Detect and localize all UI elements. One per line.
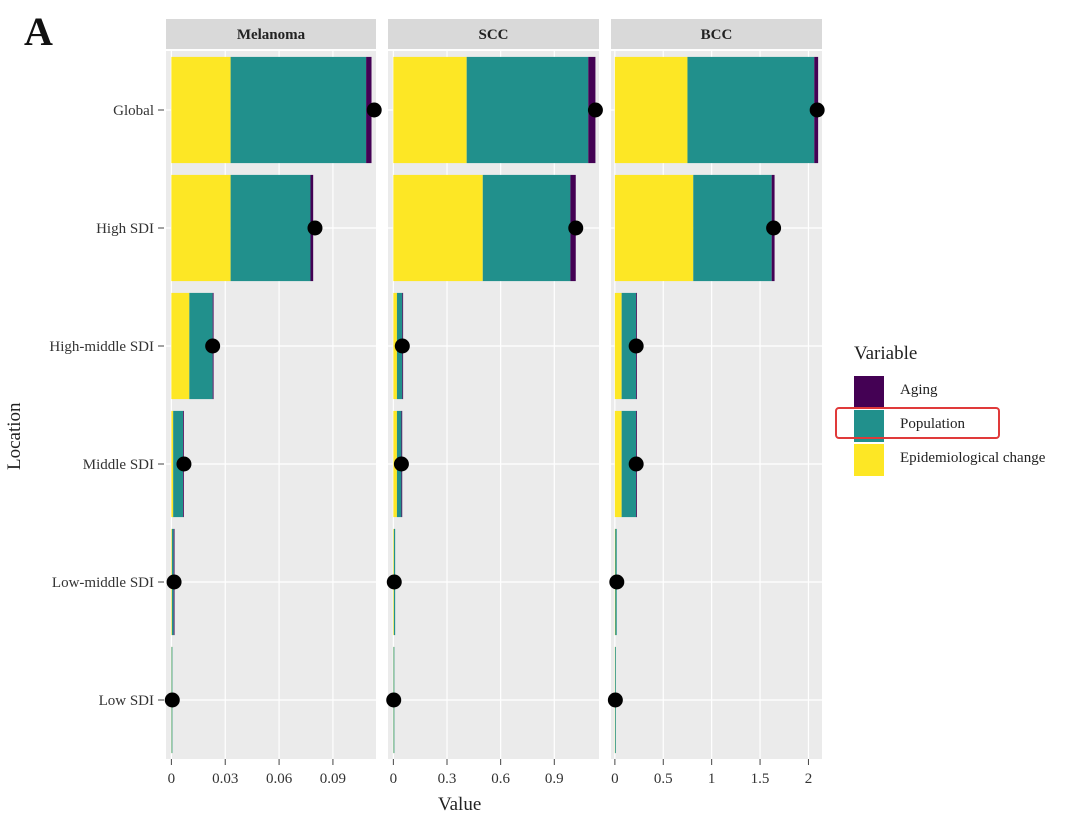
panel-bg-bcc — [611, 51, 822, 759]
bar-bcc-global-population — [687, 56, 815, 164]
y-axis-label: Location — [4, 402, 25, 470]
legend-title: Variable — [854, 343, 918, 364]
x-tick-label-scc-2: 0.6 — [491, 771, 510, 787]
total-point-bcc-low-middle-sdi — [609, 574, 625, 590]
total-point-melanoma-high-middle-sdi — [205, 338, 221, 354]
x-tick-label-bcc-4: 2 — [805, 771, 813, 787]
total-point-scc-high-middle-sdi — [394, 338, 410, 354]
total-point-bcc-middle-sdi — [628, 456, 644, 472]
bar-scc-global-epidemiological-change — [393, 56, 467, 164]
legend-key-epidemiological-change — [854, 444, 884, 476]
y-tick-label-low-middle-sdi: Low-middle SDI — [52, 575, 154, 591]
bar-scc-global-population — [466, 56, 589, 164]
x-tick-label-bcc-1: 0.5 — [654, 771, 673, 787]
x-tick-label-melanoma-3: 0.09 — [320, 771, 346, 787]
x-tick-label-scc-1: 0.3 — [438, 771, 457, 787]
x-tick-label-bcc-0: 0 — [611, 771, 619, 787]
legend-label-population: Population — [900, 416, 966, 432]
panel-bg-scc — [388, 51, 599, 759]
legend-item-population: Population — [852, 409, 965, 443]
x-tick-label-bcc-3: 1.5 — [751, 771, 770, 787]
total-point-scc-low-sdi — [386, 692, 402, 708]
panel-label: A — [24, 9, 53, 54]
y-tick-label-high-sdi: High SDI — [96, 221, 154, 237]
total-point-bcc-global — [809, 102, 825, 118]
bar-scc-high-sdi-population — [482, 174, 571, 282]
facet-strip-bcc — [611, 19, 822, 49]
legend-key-population — [854, 410, 884, 442]
bar-bcc-high-sdi-epidemiological-change — [614, 174, 694, 282]
total-point-scc-global — [587, 102, 603, 118]
x-axis-label: Value — [438, 794, 482, 815]
bar-melanoma-high-sdi-population — [230, 174, 311, 282]
legend-label-epidemiological-change: Epidemiological change — [900, 450, 1046, 466]
facet-title-scc: SCC — [478, 27, 508, 43]
x-tick-label-melanoma-0: 0 — [168, 771, 176, 787]
x-tick-label-scc-3: 0.9 — [545, 771, 564, 787]
facet-title-bcc: BCC — [701, 27, 733, 43]
total-point-melanoma-middle-sdi — [176, 456, 192, 472]
y-tick-label-middle-sdi: Middle SDI — [83, 457, 154, 473]
y-tick-label-high-middle-sdi: High-middle SDI — [49, 339, 154, 355]
legend-item-aging: Aging — [852, 375, 938, 409]
bar-bcc-global-epidemiological-change — [614, 56, 688, 164]
total-point-melanoma-global — [366, 102, 382, 118]
y-tick-label-global: Global — [113, 103, 154, 119]
bar-melanoma-high-sdi-epidemiological-change — [171, 174, 231, 282]
bar-melanoma-high-middle-sdi-population — [189, 292, 213, 400]
total-point-scc-middle-sdi — [393, 456, 409, 472]
y-tick-label-low-sdi: Low SDI — [99, 693, 154, 709]
x-tick-label-melanoma-2: 0.06 — [266, 771, 293, 787]
facet-title-melanoma: Melanoma — [237, 27, 306, 43]
legend: Variable Aging Population Epidemiologica… — [852, 343, 1045, 477]
bar-bcc-high-sdi-population — [693, 174, 772, 282]
total-point-melanoma-low-middle-sdi — [166, 574, 182, 590]
legend-key-aging — [854, 376, 884, 408]
x-tick-label-bcc-2: 1 — [708, 771, 716, 787]
x-tick-label-scc-0: 0 — [390, 771, 398, 787]
total-point-melanoma-low-sdi — [164, 692, 180, 708]
bar-melanoma-middle-sdi-epidemiological-change — [171, 410, 174, 518]
total-point-scc-low-middle-sdi — [386, 574, 402, 590]
legend-item-epidemiological-change: Epidemiological change — [852, 443, 1045, 477]
panel-bg-melanoma — [166, 51, 376, 759]
legend-highlight-box — [835, 407, 1000, 439]
total-point-bcc-low-sdi — [607, 692, 623, 708]
facet-strip-melanoma — [166, 19, 376, 49]
x-tick-label-melanoma-1: 0.03 — [212, 771, 238, 787]
total-point-bcc-high-sdi — [766, 220, 782, 236]
bar-melanoma-global-population — [230, 56, 367, 164]
bar-scc-high-sdi-epidemiological-change — [393, 174, 483, 282]
legend-label-aging: Aging — [900, 382, 938, 398]
bar-melanoma-global-epidemiological-change — [171, 56, 231, 164]
total-point-scc-high-sdi — [568, 220, 584, 236]
total-point-melanoma-high-sdi — [307, 220, 323, 236]
total-point-bcc-high-middle-sdi — [628, 338, 644, 354]
bar-bcc-middle-sdi-epidemiological-change — [614, 410, 622, 518]
bar-bcc-high-middle-sdi-epidemiological-change — [614, 292, 622, 400]
facet-strip-scc — [388, 19, 599, 49]
bar-melanoma-high-middle-sdi-epidemiological-change — [171, 292, 190, 400]
